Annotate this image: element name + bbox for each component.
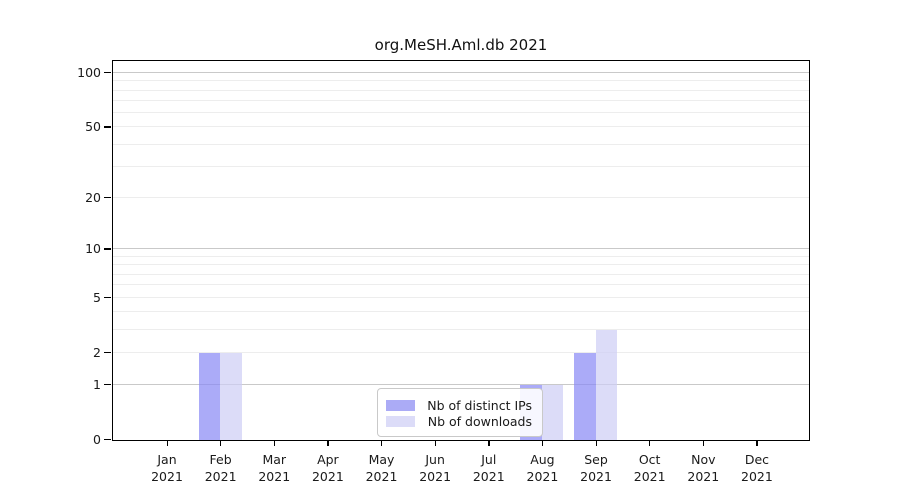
y-axis-tick <box>104 439 111 441</box>
legend-label-distinct-ips: Nb of distinct IPs <box>427 397 532 413</box>
x-axis-tick <box>488 441 490 446</box>
x-axis-tick-label: Jun 2021 <box>419 452 452 484</box>
bar-distinct-ips-sep <box>574 352 596 440</box>
gridline-major <box>113 248 809 250</box>
chart-title: org.MeSH.Aml.db 2021 <box>374 36 548 54</box>
gridline-minor <box>113 351 809 353</box>
bar-distinct-ips-feb <box>198 352 221 440</box>
y-axis-tick-label: 20 <box>85 189 101 205</box>
gridline-major <box>113 383 809 385</box>
y-axis-tick <box>104 351 111 353</box>
bar-downloads-sep <box>595 329 618 440</box>
gridline-minor <box>113 311 809 312</box>
gridline-minor <box>113 89 809 91</box>
x-axis-tick <box>381 441 383 446</box>
x-axis-tick <box>595 441 597 446</box>
x-axis-tick-label: Oct 2021 <box>633 452 666 484</box>
x-axis-tick <box>166 441 168 446</box>
y-axis-tick <box>104 196 111 199</box>
gridline-minor <box>113 196 809 198</box>
y-axis-tick <box>104 126 111 128</box>
gridline-minor <box>113 165 809 167</box>
bar-downloads-aug <box>541 384 564 440</box>
x-axis-tick-label: Mar 2021 <box>258 452 291 484</box>
x-axis-tick-label: Aug 2021 <box>526 452 559 484</box>
y-axis-tick-label: 2 <box>93 344 101 360</box>
gridline-minor <box>113 264 809 266</box>
y-axis-tick-label: 0 <box>93 432 101 447</box>
x-axis-tick <box>434 441 436 446</box>
legend-label-downloads: Nb of downloads <box>427 413 532 429</box>
gridline-minor <box>113 255 809 257</box>
legend-swatch-distinct-ips <box>386 399 415 411</box>
x-axis-tick-label: Apr 2021 <box>311 452 344 484</box>
x-axis-tick-label: Nov 2021 <box>687 452 720 484</box>
gridline-minor <box>113 100 809 102</box>
y-axis-tick-label: 50 <box>85 119 101 135</box>
plot-area: Nb of distinct IPs Nb of downloads <box>112 60 810 441</box>
gridline-major <box>113 72 809 73</box>
gridline-minor <box>113 273 809 275</box>
legend-item-distinct-ips: Nb of distinct IPs <box>386 397 532 413</box>
y-axis-tick <box>104 248 111 250</box>
legend-item-downloads: Nb of downloads <box>386 413 532 429</box>
y-axis-tick-label: 1 <box>93 376 101 392</box>
gridline-minor <box>113 296 809 298</box>
x-axis-tick <box>649 441 651 446</box>
bar-downloads-feb <box>220 352 242 440</box>
gridline-minor <box>113 112 809 114</box>
gridline-minor <box>113 284 809 286</box>
x-axis-tick <box>273 441 276 446</box>
x-axis-tick-label: May 2021 <box>365 452 398 484</box>
x-axis-tick-label: Jul 2021 <box>472 452 505 484</box>
x-axis-tick <box>220 441 222 446</box>
legend-swatch-downloads <box>386 415 415 427</box>
x-axis-tick-label: Jan 2021 <box>151 452 183 484</box>
y-axis-tick-label: 100 <box>77 65 101 80</box>
x-axis-tick-label: Dec 2021 <box>741 452 773 484</box>
gridline-minor <box>113 126 809 128</box>
gridline-minor <box>113 143 809 145</box>
y-axis-tick <box>104 72 111 74</box>
x-axis-tick <box>541 441 544 446</box>
gridline-minor <box>113 328 809 330</box>
gridline-minor <box>113 80 809 82</box>
x-axis-tick <box>756 441 758 446</box>
x-axis-tick <box>327 441 329 446</box>
y-axis-tick <box>104 383 111 386</box>
y-axis-tick-label: 5 <box>93 289 101 305</box>
x-axis-tick <box>702 441 705 446</box>
x-axis-tick-label: Sep 2021 <box>580 452 612 484</box>
y-axis-tick <box>104 296 111 298</box>
legend: Nb of distinct IPs Nb of downloads <box>377 388 543 437</box>
y-axis-tick-label: 10 <box>85 241 101 257</box>
x-axis-tick-label: Feb 2021 <box>204 452 237 484</box>
